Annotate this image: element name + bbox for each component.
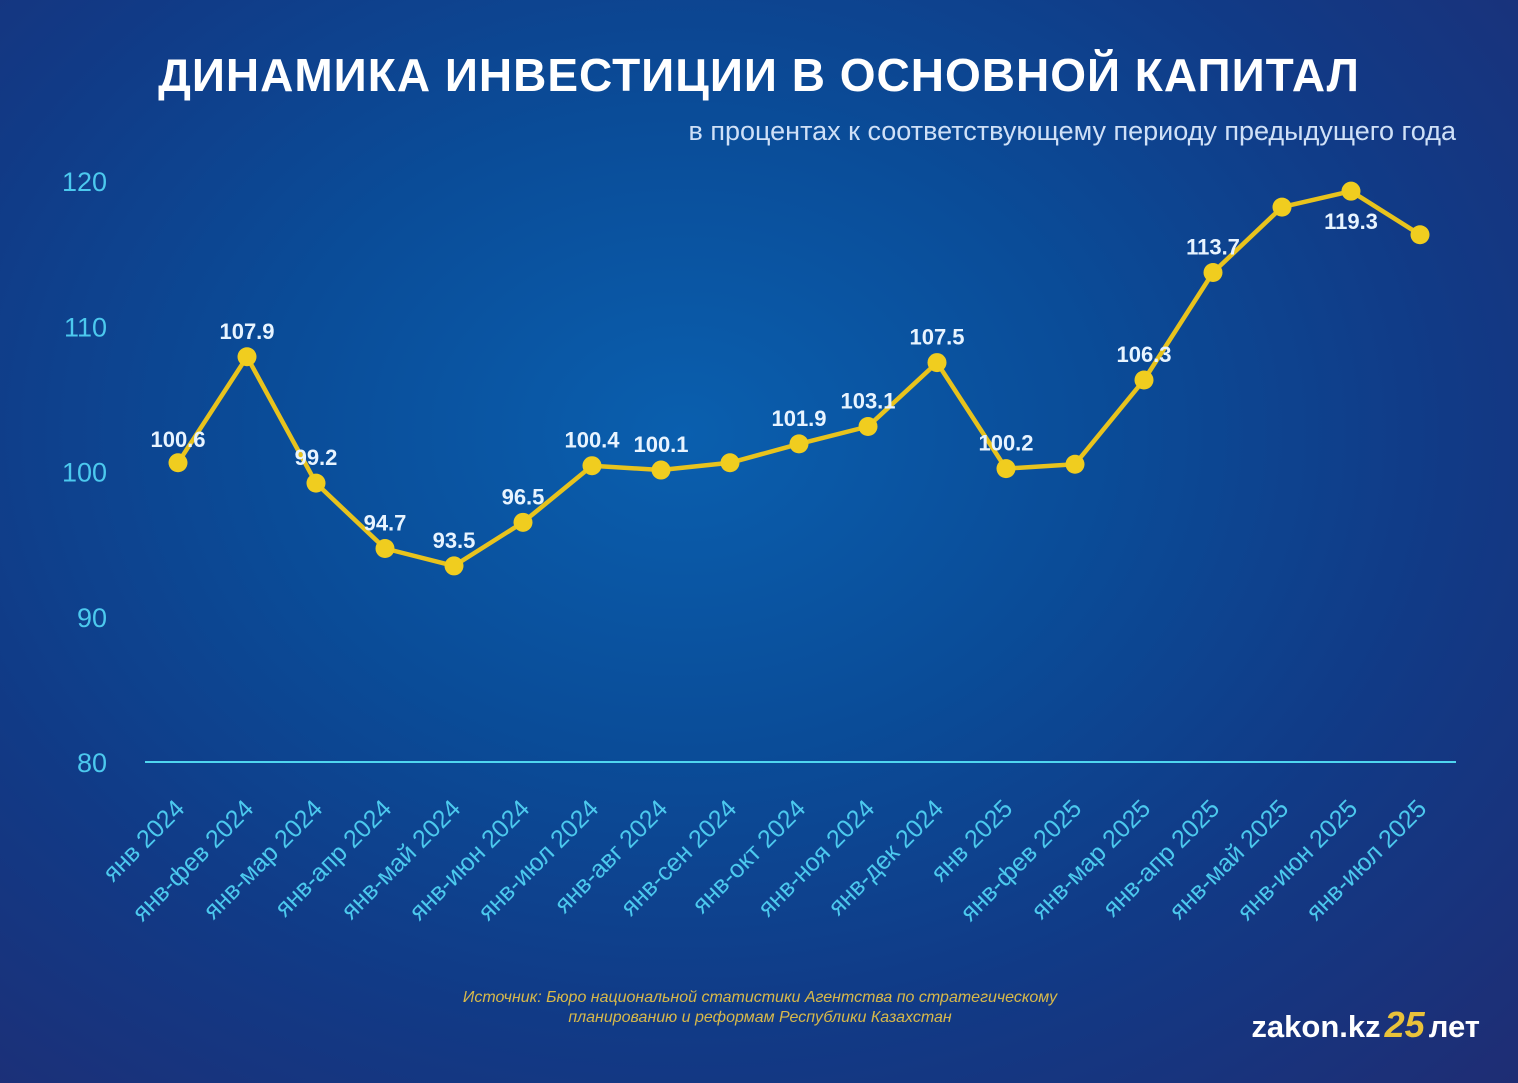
data-label: 106.3 xyxy=(1116,342,1171,367)
data-label: 107.5 xyxy=(909,325,964,350)
data-point xyxy=(1065,454,1085,474)
logo-number: 25 xyxy=(1384,1004,1425,1045)
source-line-1: Источник: Бюро национальной статистики А… xyxy=(462,989,1058,1006)
y-axis-ticks: 80 90 100 110 120 xyxy=(62,167,107,778)
y-tick-label: 90 xyxy=(77,603,107,633)
x-tick-label: янв-июн 2025 xyxy=(1232,794,1364,926)
y-tick-label: 80 xyxy=(77,748,107,778)
data-point xyxy=(789,434,809,454)
data-point xyxy=(927,353,947,373)
x-tick-label: янв-июн 2024 xyxy=(404,794,536,926)
x-tick-label: янв-мар 2025 xyxy=(1026,794,1156,924)
data-point xyxy=(651,460,671,480)
data-point xyxy=(444,556,464,576)
data-label: 113.7 xyxy=(1186,235,1240,260)
x-tick-label: янв-мар 2024 xyxy=(198,794,329,925)
data-point xyxy=(306,473,326,493)
data-points xyxy=(168,181,1430,576)
x-tick-label: янв-фев 2025 xyxy=(955,794,1087,926)
data-point xyxy=(1410,225,1430,245)
data-label: 93.5 xyxy=(433,528,476,553)
data-label: 100.6 xyxy=(150,427,205,452)
chart-title: ДИНАМИКА ИНВЕСТИЦИИ В ОСНОВНОЙ КАПИТАЛ xyxy=(158,49,1360,101)
y-tick-label: 100 xyxy=(62,458,107,488)
logo-suffix: лет xyxy=(1428,1009,1480,1044)
chart-subtitle: в процентах к соответствующему периоду п… xyxy=(688,116,1456,146)
data-label: 100.1 xyxy=(633,432,688,457)
x-tick-label: янв-июл 2024 xyxy=(473,794,605,926)
data-point xyxy=(168,453,188,473)
data-label: 100.4 xyxy=(564,428,620,453)
source-line-2: планированию и реформам Республики Казах… xyxy=(568,1009,952,1026)
y-tick-label: 110 xyxy=(64,312,107,342)
data-point xyxy=(513,512,533,532)
data-point xyxy=(858,416,878,436)
data-label: 107.9 xyxy=(219,319,274,344)
x-tick-label: янв-май 2025 xyxy=(1164,794,1295,925)
data-point xyxy=(1203,263,1223,283)
data-point xyxy=(582,456,602,476)
data-label: 101.9 xyxy=(771,406,826,431)
data-labels: 100.6 107.9 99.2 94.7 93.5 96.5 100.4 100.1 101.… xyxy=(150,209,1377,553)
x-tick-label: янв-фев 2024 xyxy=(127,794,259,926)
data-label: 103.1 xyxy=(840,388,895,413)
logo-site: zakon.kz xyxy=(1251,1009,1381,1044)
data-label: 94.7 xyxy=(364,510,407,535)
data-point xyxy=(1272,197,1292,217)
y-tick-label: 120 xyxy=(62,167,107,197)
data-point xyxy=(1134,370,1154,390)
data-label: 99.2 xyxy=(295,445,338,470)
data-point xyxy=(996,459,1016,479)
data-label: 96.5 xyxy=(502,484,545,509)
data-label: 100.2 xyxy=(978,431,1033,456)
x-tick-label: янв-июл 2025 xyxy=(1301,794,1433,926)
data-label: 119.3 xyxy=(1324,209,1378,234)
source-note: Источник: Бюро национальной статистики А… xyxy=(380,988,1140,1028)
zakon-logo[interactable]: zakon.kz 25 лет xyxy=(1251,1004,1480,1046)
data-point xyxy=(720,453,740,473)
data-point xyxy=(1341,181,1361,201)
data-point xyxy=(375,538,395,558)
data-point xyxy=(237,347,257,367)
x-tick-label: янв-май 2024 xyxy=(336,794,467,925)
